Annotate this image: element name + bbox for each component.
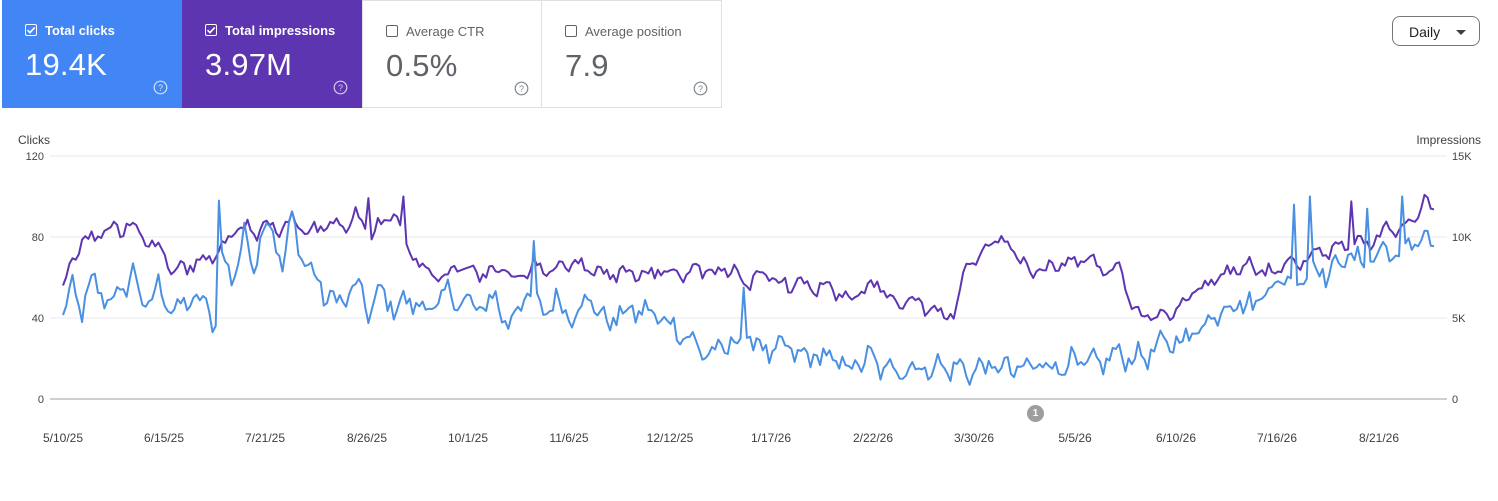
y-left-axis-title: Clicks [18, 133, 50, 147]
x-tick-label: 3/30/26 [953, 431, 995, 445]
average-position-card[interactable]: Average position 7.9 ? [542, 0, 722, 108]
impressions-series-line [62, 193, 1435, 322]
y-left-tick: 120 [25, 151, 44, 163]
checkbox-unchecked-icon[interactable] [386, 25, 398, 37]
series-layer [62, 193, 1435, 386]
y-right-tick: 5K [1452, 313, 1466, 325]
granularity-dropdown[interactable]: Daily [1392, 16, 1480, 46]
y-right-tick: 15K [1452, 151, 1472, 163]
y-right-axis-title: Impressions [1416, 133, 1481, 147]
total-impressions-label: Total impressions [225, 23, 336, 38]
average-position-value: 7.9 [565, 48, 609, 83]
checkbox-checked-icon[interactable] [205, 24, 217, 36]
granularity-label: Daily [1409, 24, 1441, 40]
checkbox-checked-icon[interactable] [25, 24, 37, 36]
annotation-marker[interactable]: 1 [1027, 405, 1044, 422]
svg-text:?: ? [519, 84, 524, 94]
total-clicks-label: Total clicks [45, 23, 115, 38]
gridlines [50, 155, 1447, 400]
svg-text:?: ? [158, 83, 163, 93]
metric-cards: Total clicks 19.4K ? Total impressions 3… [2, 0, 722, 108]
x-tick-label: 6/10/26 [1155, 431, 1197, 445]
total-impressions-card[interactable]: Total impressions 3.97M ? [182, 0, 362, 108]
x-tick-label: 7/16/26 [1256, 431, 1298, 445]
average-position-label: Average position [585, 24, 682, 39]
svg-text:?: ? [338, 83, 343, 93]
x-tick-label: 12/12/25 [646, 431, 694, 445]
help-icon[interactable]: ? [153, 80, 168, 95]
x-tick-label: 5/10/25 [42, 431, 84, 445]
y-left-tick: 0 [37, 394, 44, 406]
x-tick-label: 7/21/25 [244, 431, 286, 445]
clicks-series-line [62, 195, 1435, 386]
x-tick-label: 6/15/25 [143, 431, 185, 445]
x-tick-label: 5/5/26 [1058, 431, 1092, 445]
total-impressions-value: 3.97M [205, 47, 293, 82]
average-ctr-card[interactable]: Average CTR 0.5% ? [362, 0, 542, 108]
caret-down-icon [1456, 30, 1466, 35]
x-tick-label: 11/6/25 [549, 431, 589, 445]
y-left-tick: 80 [31, 232, 44, 244]
checkbox-unchecked-icon[interactable] [565, 25, 577, 37]
average-ctr-value: 0.5% [386, 48, 458, 83]
help-icon[interactable]: ? [514, 81, 529, 96]
total-clicks-card[interactable]: Total clicks 19.4K ? [2, 0, 182, 108]
x-tick-label: 8/26/25 [346, 431, 388, 445]
y-left-tick: 40 [31, 313, 44, 325]
y-right-tick: 0 [1452, 394, 1459, 406]
y-right-tick: 10K [1452, 232, 1472, 244]
x-tick-label: 8/21/26 [1358, 431, 1400, 445]
x-tick-label: 10/1/25 [447, 431, 489, 445]
average-ctr-label: Average CTR [406, 24, 485, 39]
x-tick-label: 1/17/26 [750, 431, 792, 445]
x-tick-label: 2/22/26 [852, 431, 894, 445]
svg-text:?: ? [698, 84, 703, 94]
total-clicks-value: 19.4K [25, 47, 108, 82]
help-icon[interactable]: ? [333, 80, 348, 95]
help-icon[interactable]: ? [693, 81, 708, 96]
